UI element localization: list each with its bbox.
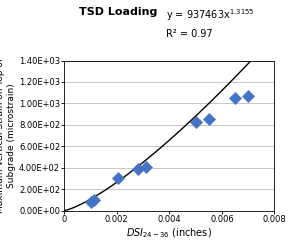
Text: R² = 0.97: R² = 0.97	[166, 29, 213, 39]
Y-axis label: Maximum Vertical Strain on Top of
Subgrade (microstrain): Maximum Vertical Strain on Top of Subgra…	[0, 58, 16, 213]
Point	[116, 176, 120, 180]
Text: y = 937463x$^{1.3155}$: y = 937463x$^{1.3155}$	[166, 7, 255, 23]
Point	[246, 94, 251, 98]
Point	[135, 167, 140, 171]
Text: TSD Loading: TSD Loading	[79, 7, 157, 17]
Point	[193, 120, 198, 123]
Point	[143, 165, 148, 168]
Text: $\mathit{DSI}_{24-36}$ (inches): $\mathit{DSI}_{24-36}$ (inches)	[126, 226, 212, 240]
Point	[92, 198, 97, 202]
Point	[88, 200, 93, 204]
Point	[206, 118, 211, 121]
Point	[233, 96, 237, 100]
